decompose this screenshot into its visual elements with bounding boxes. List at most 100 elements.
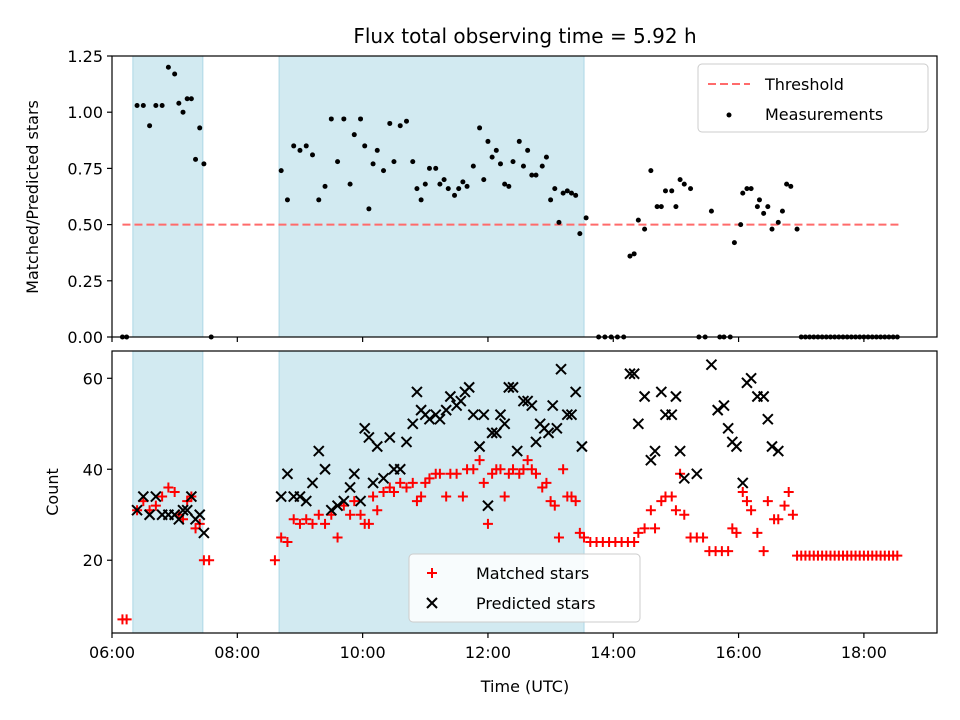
measurement-point xyxy=(485,138,491,144)
measurement-point xyxy=(493,147,499,153)
measurement-point xyxy=(184,96,190,102)
top-y-tick-label: 0.75 xyxy=(67,159,103,178)
bottom-panel-axes: 06:00 08:00 10:00 12:00 14:00 16:00 18:00 20 40 6… xyxy=(83,369,887,662)
predicted-star-point xyxy=(194,509,206,521)
predicted-star-point xyxy=(517,395,530,407)
measurement-point xyxy=(744,186,750,192)
measurement-point xyxy=(477,125,483,131)
matched-star-point xyxy=(163,482,174,493)
matched-star-point xyxy=(746,505,757,516)
measurement-point xyxy=(761,210,767,216)
measurement-point xyxy=(552,186,558,192)
predicted-star-point xyxy=(377,472,390,485)
predicted-star-point xyxy=(718,399,730,412)
predicted-star-point xyxy=(628,368,640,380)
measurement-point xyxy=(291,143,297,149)
predicted-star-point xyxy=(181,504,193,516)
predicted-star-point xyxy=(772,445,784,457)
x-tick-label: 10:00 xyxy=(340,643,386,662)
x-tick-label: 08:00 xyxy=(214,643,260,662)
measurement-point xyxy=(347,181,353,187)
predicted-star-point xyxy=(173,513,185,525)
predicted-star-point xyxy=(177,504,189,516)
predicted-star-point xyxy=(423,413,436,425)
measurement-point xyxy=(176,100,182,106)
matched-star-point xyxy=(204,555,215,566)
measurement-point xyxy=(180,109,186,115)
x-tick-label: 14:00 xyxy=(590,643,636,662)
predicted-star-point xyxy=(498,418,511,430)
predicted-star-point xyxy=(766,440,778,453)
predicted-star-point xyxy=(555,363,567,375)
predicted-star-point xyxy=(649,445,661,457)
measurement-point xyxy=(147,123,153,129)
predicted-star-point xyxy=(632,418,645,430)
matched-star-point xyxy=(345,509,356,520)
measurement-point xyxy=(525,147,531,153)
top-y-tick-label: 1.00 xyxy=(67,103,103,122)
measurement-point xyxy=(366,206,372,212)
predicted-star-point xyxy=(143,509,156,521)
matched-star-point xyxy=(169,487,180,497)
measurement-point xyxy=(635,217,641,223)
predicted-star-point xyxy=(440,404,452,416)
predicted-star-point xyxy=(198,527,210,539)
matched-star-point xyxy=(892,550,903,561)
measurement-point xyxy=(370,161,376,167)
matched-star-point xyxy=(530,468,541,479)
predicted-star-point xyxy=(338,495,350,507)
measurement-point xyxy=(548,197,554,203)
measurement-point xyxy=(335,159,341,165)
measurement-point xyxy=(708,208,714,214)
measurement-point xyxy=(188,96,194,102)
matched-star-point xyxy=(650,523,661,534)
predicted-star-point xyxy=(730,440,743,453)
measurement-point xyxy=(358,116,364,122)
top-y-tick-label: 0.00 xyxy=(67,328,103,347)
matched-star-point xyxy=(737,487,748,497)
measurement-point xyxy=(568,190,574,196)
measurement-point xyxy=(497,161,503,167)
measurement-point xyxy=(418,197,424,203)
matched-star-point xyxy=(276,532,287,543)
matched-star-point xyxy=(301,514,312,525)
matched-star-point xyxy=(388,487,399,497)
predicted-star-point xyxy=(638,390,651,403)
matched-star-point xyxy=(372,505,383,516)
predicted-star-point xyxy=(711,404,724,416)
measurement-point xyxy=(328,116,334,122)
matched-star-point xyxy=(363,518,374,529)
measurement-point xyxy=(165,64,171,70)
measurement-point xyxy=(470,163,476,169)
matched-star-point xyxy=(558,464,569,475)
measurement-point xyxy=(529,172,535,178)
predicted-star-point xyxy=(348,468,360,480)
measurement-point xyxy=(410,159,416,165)
matched-star-point xyxy=(478,477,489,488)
measurement-point xyxy=(688,186,694,192)
predicted-star-point xyxy=(757,390,770,403)
predicted-star-point xyxy=(503,381,515,394)
predicted-star-point xyxy=(294,490,306,503)
measurement-point xyxy=(489,154,495,160)
measurement-point xyxy=(658,204,664,210)
matched-star-point xyxy=(451,468,462,479)
top-y-tick-label: 1.25 xyxy=(67,47,103,66)
matched-star-point xyxy=(355,509,366,520)
predicted-star-point xyxy=(150,490,162,503)
measurement-point xyxy=(556,219,562,225)
measurement-point xyxy=(481,177,487,183)
matched-star-point xyxy=(783,487,794,497)
predicted-star-point xyxy=(407,418,419,430)
predicted-star-point xyxy=(561,408,574,421)
predicted-star-point xyxy=(411,386,423,398)
predicted-star-point xyxy=(490,427,503,439)
predicted-star-point xyxy=(367,477,379,489)
predicted-legend-marker xyxy=(426,597,438,609)
measurement-point xyxy=(573,192,579,198)
bottom-legend-box xyxy=(408,553,641,623)
predicted-star-point xyxy=(400,436,413,448)
bottom-y-tick-label: 60 xyxy=(83,369,103,388)
predicted-star-point xyxy=(313,445,325,457)
x-tick-label: 06:00 xyxy=(89,643,135,662)
